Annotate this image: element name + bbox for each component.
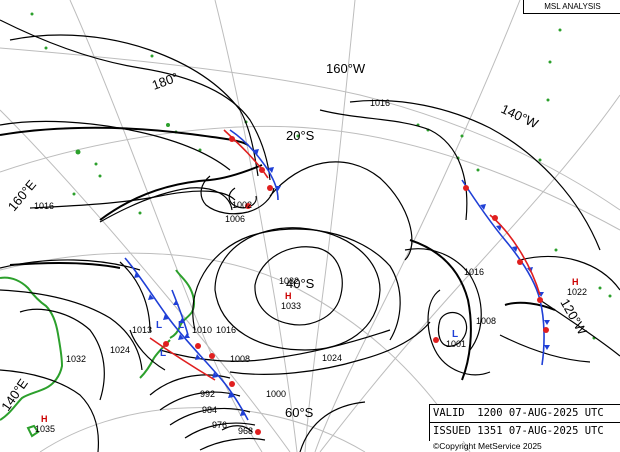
graticule-labels: 180° 160°W 140°W 120°W 160°E 140°E 20°S … xyxy=(0,61,590,420)
isobar-label: 976 xyxy=(212,420,227,430)
low-marker: L xyxy=(160,348,166,359)
low-marker: L xyxy=(156,320,162,331)
lat-label-40s: 40°S xyxy=(286,276,315,291)
isobar-label: 1016 xyxy=(216,325,236,335)
valid-label: VALID xyxy=(433,407,465,419)
isobar-label: 1001 xyxy=(446,339,466,349)
lon-label-140w: 140°W xyxy=(499,101,541,131)
isobar-label: 1032 xyxy=(66,354,86,364)
australia-coast xyxy=(0,276,64,421)
low-marker: L xyxy=(452,329,458,340)
isobar-label: 1032 xyxy=(279,276,299,286)
lon-label-120w: 120°W xyxy=(557,296,590,338)
high-marker: H xyxy=(285,291,292,301)
isobar-label: 1016 xyxy=(370,98,390,108)
isobar-label: 968 xyxy=(238,426,253,436)
issued-row: ISSUED 1351 07-AUG-2025 UTC xyxy=(430,423,620,440)
isobar-label: 1024 xyxy=(110,345,130,355)
isobar-label: 1016 xyxy=(464,267,484,277)
isobar-label: 1022 xyxy=(567,287,587,297)
isobar-labels: 1016 1016 1006 1002 1032 1033 1024 1016 … xyxy=(34,98,587,436)
isobar-label: 984 xyxy=(202,405,217,415)
isobar-label: 1013 xyxy=(132,325,152,335)
pressure-centres: H H H L L L L xyxy=(41,277,579,424)
lat-label-20s: 20°S xyxy=(286,128,315,143)
isobar-label: 1008 xyxy=(476,316,496,326)
isobar-label: 1002 xyxy=(232,200,252,210)
warm-front-bumps xyxy=(163,136,549,435)
chart-title: MSL ANALYSIS xyxy=(523,0,620,14)
valid-time: 1200 07-AUG-2025 UTC xyxy=(477,407,604,419)
low-marker: L xyxy=(178,320,184,331)
isobar-label: 1008 xyxy=(230,354,250,364)
issued-label: ISSUED xyxy=(433,425,471,437)
isobar-label: 1006 xyxy=(225,214,245,224)
issued-time: 1351 07-AUG-2025 UTC xyxy=(477,425,604,437)
lat-label-60s: 60°S xyxy=(285,405,314,420)
isobar-label: 1000 xyxy=(266,389,286,399)
isobar-label: 1024 xyxy=(322,353,342,363)
validity-box: VALID 1200 07-AUG-2025 UTC ISSUED 1351 0… xyxy=(429,404,620,441)
isobar-label: 1010 xyxy=(192,325,212,335)
valid-row: VALID 1200 07-AUG-2025 UTC xyxy=(430,405,620,423)
high-marker: H xyxy=(41,414,48,424)
tasmania xyxy=(26,424,40,438)
copyright-notice: ©Copyright MetService 2025 xyxy=(433,441,542,451)
isobar-label: 1016 xyxy=(34,201,54,211)
lon-label-160w: 160°W xyxy=(326,61,366,76)
high-marker: H xyxy=(572,277,579,287)
islands xyxy=(30,12,612,340)
cold-fronts xyxy=(124,129,545,421)
isobar-label: 1035 xyxy=(35,424,55,434)
isobar-label: 992 xyxy=(200,389,215,399)
lon-label-180: 180° xyxy=(150,70,180,93)
isobar-label: 1033 xyxy=(281,301,301,311)
